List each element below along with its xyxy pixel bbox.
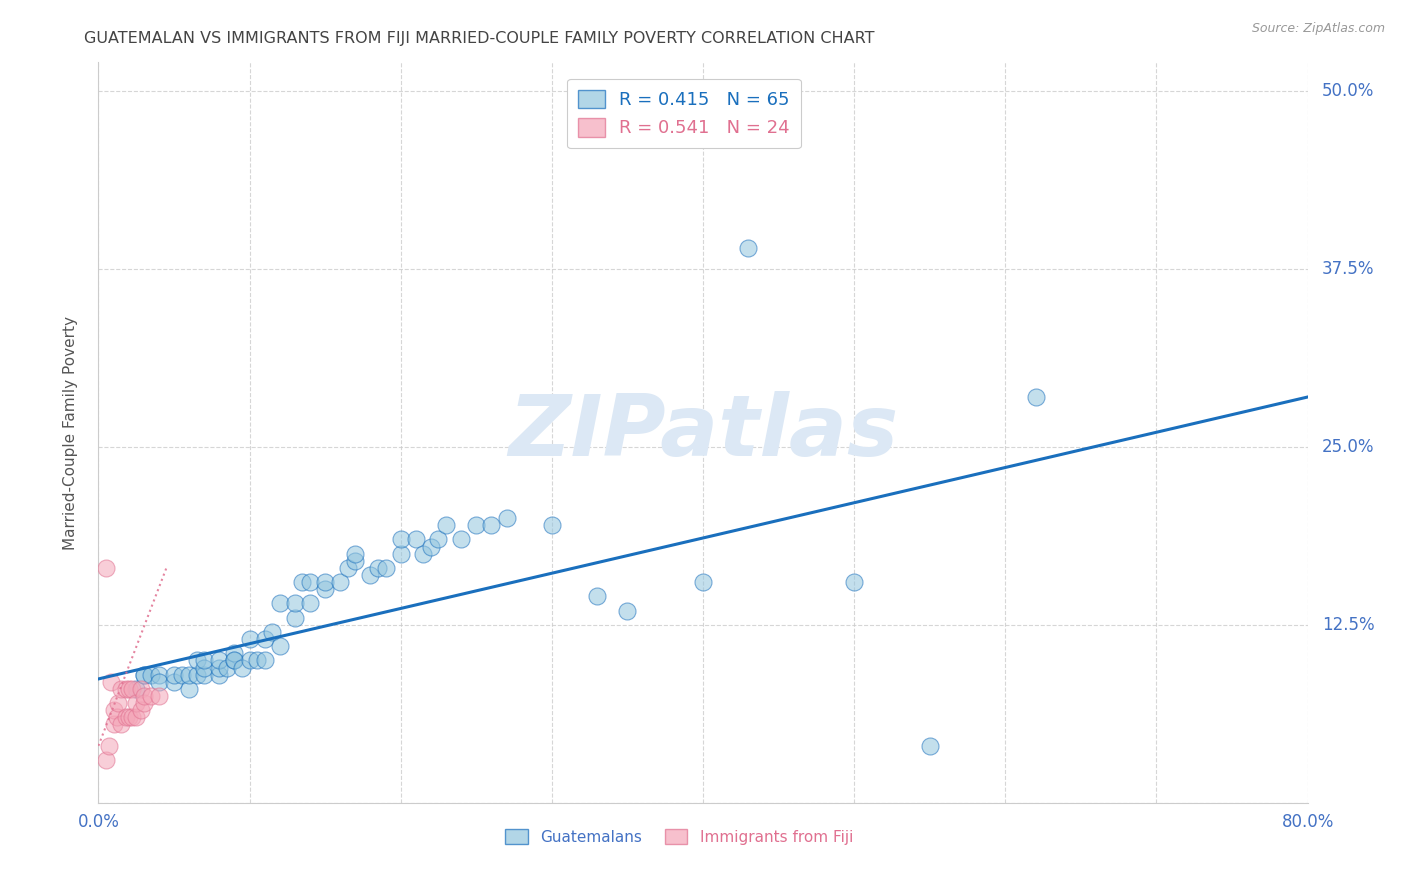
Point <box>118 681 141 696</box>
Point <box>170 667 193 681</box>
Point <box>269 639 291 653</box>
Point <box>314 575 336 590</box>
Point <box>114 681 136 696</box>
Point <box>253 653 276 667</box>
Text: GUATEMALAN VS IMMIGRANTS FROM FIJI MARRIED-COUPLE FAMILY POVERTY CORRELATION CHA: GUATEMALAN VS IMMIGRANTS FROM FIJI MARRI… <box>84 31 875 46</box>
Point <box>389 533 412 547</box>
Point <box>163 667 186 681</box>
Point <box>495 511 517 525</box>
Point <box>107 696 129 710</box>
Point <box>141 667 163 681</box>
Point <box>360 568 382 582</box>
Point <box>336 561 359 575</box>
Point <box>100 674 122 689</box>
Text: Source: ZipAtlas.com: Source: ZipAtlas.com <box>1251 22 1385 36</box>
Point <box>692 575 714 590</box>
Point <box>186 653 208 667</box>
Point <box>98 739 121 753</box>
Point <box>481 518 503 533</box>
Point <box>427 533 450 547</box>
Point <box>163 674 186 689</box>
Point <box>367 561 389 575</box>
Point <box>405 533 427 547</box>
Point <box>148 674 170 689</box>
Point <box>103 703 125 717</box>
Point <box>208 653 231 667</box>
Point <box>179 667 201 681</box>
Legend: Guatemalans, Immigrants from Fiji: Guatemalans, Immigrants from Fiji <box>499 822 859 851</box>
Point <box>193 667 215 681</box>
Point <box>148 689 170 703</box>
Point <box>114 710 136 724</box>
Point <box>105 710 128 724</box>
Point <box>262 624 284 639</box>
Point <box>103 717 125 731</box>
Point <box>291 575 314 590</box>
Point <box>148 667 170 681</box>
Point <box>208 667 231 681</box>
Point <box>299 597 322 611</box>
Point <box>193 660 215 674</box>
Point <box>125 696 148 710</box>
Point <box>186 667 208 681</box>
Point <box>1024 390 1046 404</box>
Text: 12.5%: 12.5% <box>1322 615 1375 634</box>
Point <box>344 547 367 561</box>
Point <box>616 604 638 618</box>
Point <box>141 689 163 703</box>
Point <box>129 681 152 696</box>
Point <box>299 575 322 590</box>
Point <box>918 739 941 753</box>
Point <box>121 710 143 724</box>
Point <box>284 597 307 611</box>
Point <box>215 660 238 674</box>
Point <box>374 561 396 575</box>
Point <box>465 518 488 533</box>
Point <box>420 540 443 554</box>
Point <box>132 667 155 681</box>
Point <box>344 554 367 568</box>
Point <box>284 610 307 624</box>
Point <box>94 753 117 767</box>
Point <box>434 518 457 533</box>
Point <box>110 717 132 731</box>
Text: 37.5%: 37.5% <box>1322 260 1375 278</box>
Point <box>450 533 472 547</box>
Text: 25.0%: 25.0% <box>1322 438 1375 456</box>
Point <box>253 632 276 646</box>
Point <box>246 653 269 667</box>
Point <box>269 597 291 611</box>
Point <box>412 547 434 561</box>
Point <box>224 646 246 660</box>
Point <box>94 561 117 575</box>
Point <box>329 575 352 590</box>
Point <box>118 710 141 724</box>
Point <box>121 681 143 696</box>
Point <box>389 547 412 561</box>
Point <box>125 681 148 696</box>
Point <box>132 667 155 681</box>
Point <box>224 653 246 667</box>
Y-axis label: Married-Couple Family Poverty: Married-Couple Family Poverty <box>63 316 77 549</box>
Point <box>239 632 262 646</box>
Point <box>129 703 152 717</box>
Point <box>844 575 866 590</box>
Point <box>132 689 155 703</box>
Point <box>208 660 231 674</box>
Point <box>110 681 132 696</box>
Text: 50.0%: 50.0% <box>1322 82 1375 100</box>
Point <box>179 681 201 696</box>
Point <box>586 590 609 604</box>
Point <box>540 518 562 533</box>
Point <box>125 710 148 724</box>
Point <box>224 653 246 667</box>
Text: ZIPatlas: ZIPatlas <box>508 391 898 475</box>
Point <box>132 696 155 710</box>
Point <box>314 582 336 597</box>
Point <box>231 660 253 674</box>
Point <box>193 653 215 667</box>
Point <box>737 240 759 255</box>
Point <box>239 653 262 667</box>
